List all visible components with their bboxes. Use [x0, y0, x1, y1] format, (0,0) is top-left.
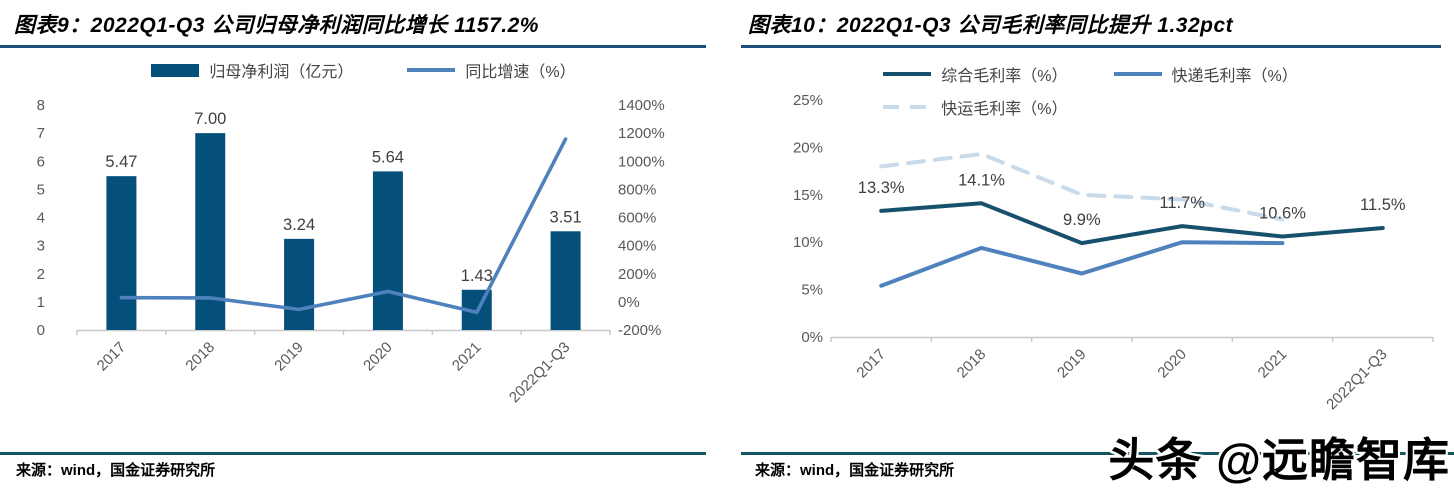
legend-label-yoy-growth: 同比增速（%）: [465, 64, 576, 81]
bar-2019: [284, 238, 315, 330]
dashed-line-swatch-icon: [883, 105, 932, 109]
x-axis-category-label: 2017: [853, 346, 889, 382]
x-axis-category-label: 2020: [360, 339, 396, 375]
legend-item-yoy-growth: 同比增速（%）: [407, 58, 576, 82]
right-axis-tick-label: 200%: [618, 266, 656, 283]
left-axis-tick-label: 6: [37, 153, 45, 170]
x-axis-category-label: 2022Q1-Q3: [1323, 346, 1390, 413]
chart-title-gross-margin: 图表10：2022Q1-Q3 公司毛利率同比提升 1.32pct: [748, 14, 1234, 37]
bar-value-label: 7.00: [194, 110, 226, 128]
bar-value-label: 1.43: [461, 267, 493, 285]
x-axis-category-label: 2018: [954, 346, 990, 382]
right-axis-tick-label: 1000%: [618, 153, 665, 170]
source-divider: [741, 452, 1454, 455]
right-axis-tick-label: 1200%: [618, 125, 665, 142]
left-axis-tick-label: 5: [37, 181, 45, 198]
right-axis-tick-label: 400%: [618, 238, 656, 255]
legend-label-express-margin: 快递毛利率（%）: [1171, 68, 1298, 85]
y-axis-tick-label: 0%: [801, 329, 823, 346]
legend-label-net-profit: 归母净利润（亿元）: [209, 64, 354, 81]
margin-value-label: 10.6%: [1259, 205, 1306, 223]
x-axis-category-label: 2017: [94, 339, 130, 375]
right-axis-tick-label: 1400%: [618, 97, 665, 114]
chart-title-net-profit: 图表9：2022Q1-Q3 公司归母净利润同比增长 1157.2%: [14, 14, 539, 37]
legend-item-net-profit: 归母净利润（亿元）: [151, 58, 353, 82]
line-swatch-icon: [407, 68, 456, 72]
bar-value-label: 3.24: [283, 216, 315, 234]
x-axis-category-label: 2019: [1054, 346, 1090, 382]
left-axis-tick-label: 0: [37, 322, 45, 339]
left-axis-tick-label: 7: [37, 125, 45, 142]
x-axis-category-label: 2018: [182, 339, 218, 375]
right-axis-tick-label: 600%: [618, 210, 656, 227]
left-axis-tick-label: 3: [37, 238, 45, 255]
net-profit-chart: 0 1 2 3 4 5 6 7 8 -200% 0% 200% 400% 600% 800% 1000% 120…: [37, 97, 665, 406]
right-axis-tick-label: 800%: [618, 181, 656, 198]
line-swatch-icon: [1113, 72, 1162, 76]
right-axis-tick-label: -200%: [618, 322, 661, 339]
bar-2020: [372, 171, 403, 330]
express-margin-line: [879, 240, 1285, 288]
margin-value-label: 14.1%: [958, 171, 1005, 189]
source-note: 来源：wind，国金证券研究所: [16, 462, 216, 479]
legend-net-profit: 归母净利润（亿元） 同比增速（%）: [0, 58, 727, 82]
title-underline: [0, 45, 706, 48]
chart-panel-net-profit: 图表9：2022Q1-Q3 公司归母净利润同比增长 1157.2% 归母净利润（…: [0, 14, 727, 479]
legend-item-express-margin: 快递毛利率（%）: [1113, 62, 1298, 86]
y-axis-tick-label: 20%: [793, 139, 823, 156]
bar-swatch-icon: [151, 63, 200, 77]
bar-value-label: 5.64: [372, 148, 404, 166]
overall-margin-line: [879, 201, 1385, 246]
chart-panel-gross-margin: 图表10：2022Q1-Q3 公司毛利率同比提升 1.32pct 综合毛利率（%…: [727, 0, 1454, 488]
y-axis-tick-label: 10%: [793, 234, 823, 251]
y-axis-tick-label: 5%: [801, 282, 823, 299]
bar-value-label: 3.51: [550, 208, 582, 226]
bar-value-label: 5.47: [105, 153, 137, 171]
margin-value-label: 9.9%: [1063, 211, 1101, 229]
source-divider: [0, 452, 706, 455]
watermark-text: 头条 @远瞻智库: [1108, 434, 1450, 486]
margin-value-label: 11.5%: [1360, 196, 1406, 214]
left-axis-tick-label: 1: [37, 294, 45, 311]
legend-label-freight-margin: 快运毛利率（%）: [941, 101, 1068, 118]
bar-2022Q1-Q3: [550, 231, 581, 330]
left-axis-tick-label: 2: [37, 266, 45, 283]
line-swatch-icon: [883, 72, 932, 76]
x-axis-category-label: 2021: [449, 339, 485, 375]
y-axis-tick-label: 25%: [793, 92, 823, 109]
title-underline: [741, 45, 1441, 48]
x-axis-category-label: 2019: [271, 339, 307, 375]
y-axis-tick-label: 15%: [793, 187, 823, 204]
right-axis-tick-label: 0%: [618, 294, 640, 311]
x-axis-category-label: 2022Q1-Q3: [506, 339, 573, 406]
bar-2017: [106, 176, 137, 330]
x-axis-category-label: 2021: [1255, 346, 1291, 382]
freight-margin-line: [879, 152, 1285, 222]
x-axis-category-label: 2020: [1154, 346, 1190, 382]
legend-label-overall-margin: 综合毛利率（%）: [941, 68, 1068, 85]
left-axis-tick-label: 4: [37, 210, 45, 227]
legend-item-freight-margin: 快运毛利率（%）: [883, 95, 1068, 119]
source-note: 来源：wind，国金证券研究所: [755, 462, 955, 479]
left-axis-tick-label: 8: [37, 97, 45, 114]
legend-item-overall-margin: 综合毛利率（%）: [883, 62, 1068, 86]
yoy-growth-line: [119, 137, 568, 315]
watermark: 头条 @远瞻智库: [1108, 424, 1450, 488]
margin-value-label: 13.3%: [858, 179, 905, 197]
gross-margin-chart: 0% 5% 10% 15% 20% 25% 13.3% 14.1% 9.9% 11.7% 10.6%…: [793, 92, 1434, 413]
margin-value-label: 11.7%: [1159, 194, 1205, 212]
legend-gross-margin: 综合毛利率（%） 快递毛利率（%） 快运毛利率（%）: [727, 62, 1454, 119]
